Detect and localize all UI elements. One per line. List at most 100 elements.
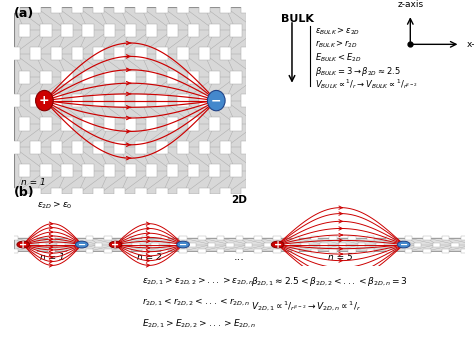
Circle shape [208, 90, 225, 111]
Bar [339, 242, 346, 247]
Bar [10, 236, 18, 240]
Bar [423, 236, 431, 240]
Bar [151, 242, 159, 247]
Circle shape [17, 241, 29, 248]
Bar [255, 236, 262, 240]
Bar [177, 94, 189, 107]
Text: −: − [400, 239, 408, 250]
Bar [367, 236, 374, 240]
Bar [404, 236, 412, 240]
Bar [9, 94, 20, 107]
Bar [255, 249, 262, 253]
Bar [104, 236, 112, 240]
Bar [414, 242, 421, 247]
Bar [423, 249, 431, 253]
Bar [273, 236, 281, 240]
Bar [19, 71, 30, 84]
Text: $\epsilon_{2D,1} > \epsilon_{2D,2} > ... > \epsilon_{2D,n}$: $\epsilon_{2D,1} > \epsilon_{2D,2} > ...… [142, 276, 254, 287]
Text: $V_{2D,1} \propto {}^{1}/_{r^{\beta-2}} \rightarrow V_{2D,n} \propto {}^{1}/_{r}: $V_{2D,1} \propto {}^{1}/_{r^{\beta-2}} … [251, 300, 362, 313]
Bar [161, 236, 168, 240]
Bar [230, 24, 242, 37]
Bar [217, 249, 224, 253]
Text: z-axis: z-axis [397, 0, 423, 9]
Bar [51, 188, 62, 201]
Bar [19, 24, 30, 37]
Bar [329, 236, 337, 240]
Text: $V_{BULK} \propto {}^{1}/_{r} \rightarrow V_{BULK} \propto {}^{1}/_{r^{\beta-2}}: $V_{BULK} \propto {}^{1}/_{r} \rightarro… [315, 77, 418, 91]
Bar [57, 242, 65, 247]
Text: BULK: BULK [281, 14, 313, 24]
Bar [30, 188, 41, 201]
Bar [156, 0, 168, 13]
Bar [199, 141, 210, 154]
Bar [40, 71, 52, 84]
Bar [51, 0, 62, 13]
Bar [76, 242, 83, 247]
Bar [188, 117, 200, 131]
Bar [461, 249, 468, 253]
Bar [241, 94, 252, 107]
Bar [14, 238, 465, 251]
Text: $\epsilon_{BULK} > \epsilon_{2D}$: $\epsilon_{BULK} > \epsilon_{2D}$ [315, 26, 360, 37]
Bar [9, 188, 20, 201]
Bar [320, 242, 328, 247]
Bar [273, 249, 281, 253]
Bar [451, 242, 459, 247]
Circle shape [109, 241, 122, 248]
Bar [292, 249, 300, 253]
Bar [348, 249, 356, 253]
Text: $E_{2D,1} > E_{2D,2} > ... > E_{2D,n}$: $E_{2D,1} > E_{2D,2} > ... > E_{2D,n}$ [142, 318, 256, 330]
Bar [219, 0, 231, 13]
Bar [199, 94, 210, 107]
Text: (a): (a) [14, 7, 35, 20]
Bar [170, 242, 177, 247]
Bar [93, 47, 104, 60]
Bar [72, 188, 83, 201]
Bar [10, 249, 18, 253]
Bar [48, 249, 55, 253]
Bar [103, 117, 115, 131]
Bar [156, 94, 168, 107]
Bar [241, 141, 252, 154]
Bar [72, 94, 83, 107]
Bar [236, 249, 243, 253]
Bar [19, 117, 30, 131]
Bar [29, 249, 36, 253]
Text: $E_{BULK} < E_{2D}$: $E_{BULK} < E_{2D}$ [315, 51, 361, 64]
Bar [161, 249, 168, 253]
Bar [251, 164, 263, 177]
Bar [251, 71, 263, 84]
Bar [376, 242, 384, 247]
Bar [114, 94, 126, 107]
Bar [9, 47, 20, 60]
Bar [442, 249, 449, 253]
Bar [135, 0, 146, 13]
Bar [61, 24, 73, 37]
Circle shape [75, 241, 88, 248]
Bar [114, 242, 121, 247]
Bar [146, 24, 157, 37]
Text: $r_{BULK} > r_{2D}$: $r_{BULK} > r_{2D}$ [315, 39, 357, 50]
Text: $\beta_{2D,1} \approx 2.5 < \beta_{2D,2} <  ... < \beta_{2D,n} = 3$: $\beta_{2D,1} \approx 2.5 < \beta_{2D,2}… [251, 275, 408, 287]
Bar [85, 236, 93, 240]
Bar [167, 24, 178, 37]
Bar [208, 242, 215, 247]
Bar [251, 117, 263, 131]
Bar [188, 24, 200, 37]
Bar [67, 236, 74, 240]
Text: 2D: 2D [231, 194, 247, 205]
Text: n = 2: n = 2 [137, 253, 162, 262]
Text: n = 1: n = 1 [21, 178, 46, 187]
Bar [189, 242, 196, 247]
Bar [93, 141, 104, 154]
Bar [329, 249, 337, 253]
Bar [125, 24, 136, 37]
Bar [142, 249, 149, 253]
Bar [114, 0, 126, 13]
Bar [230, 117, 242, 131]
Bar [348, 236, 356, 240]
Bar [226, 242, 234, 247]
Bar [72, 47, 83, 60]
Bar [198, 236, 206, 240]
Bar [177, 141, 189, 154]
